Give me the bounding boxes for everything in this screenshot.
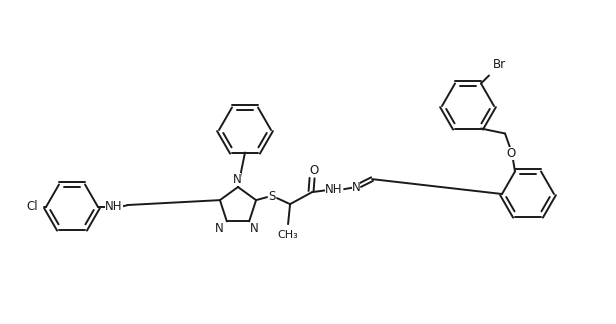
Text: Cl: Cl — [26, 201, 38, 214]
Text: O: O — [309, 164, 318, 177]
Text: O: O — [506, 147, 516, 160]
Text: N: N — [352, 180, 360, 194]
Text: N: N — [215, 222, 224, 235]
Text: Br: Br — [493, 59, 506, 72]
Text: N: N — [250, 222, 259, 235]
Text: S: S — [269, 190, 276, 202]
Text: CH₃: CH₃ — [278, 230, 298, 240]
Text: NH: NH — [325, 183, 343, 196]
Text: NH: NH — [105, 201, 123, 214]
Text: N: N — [233, 173, 241, 186]
